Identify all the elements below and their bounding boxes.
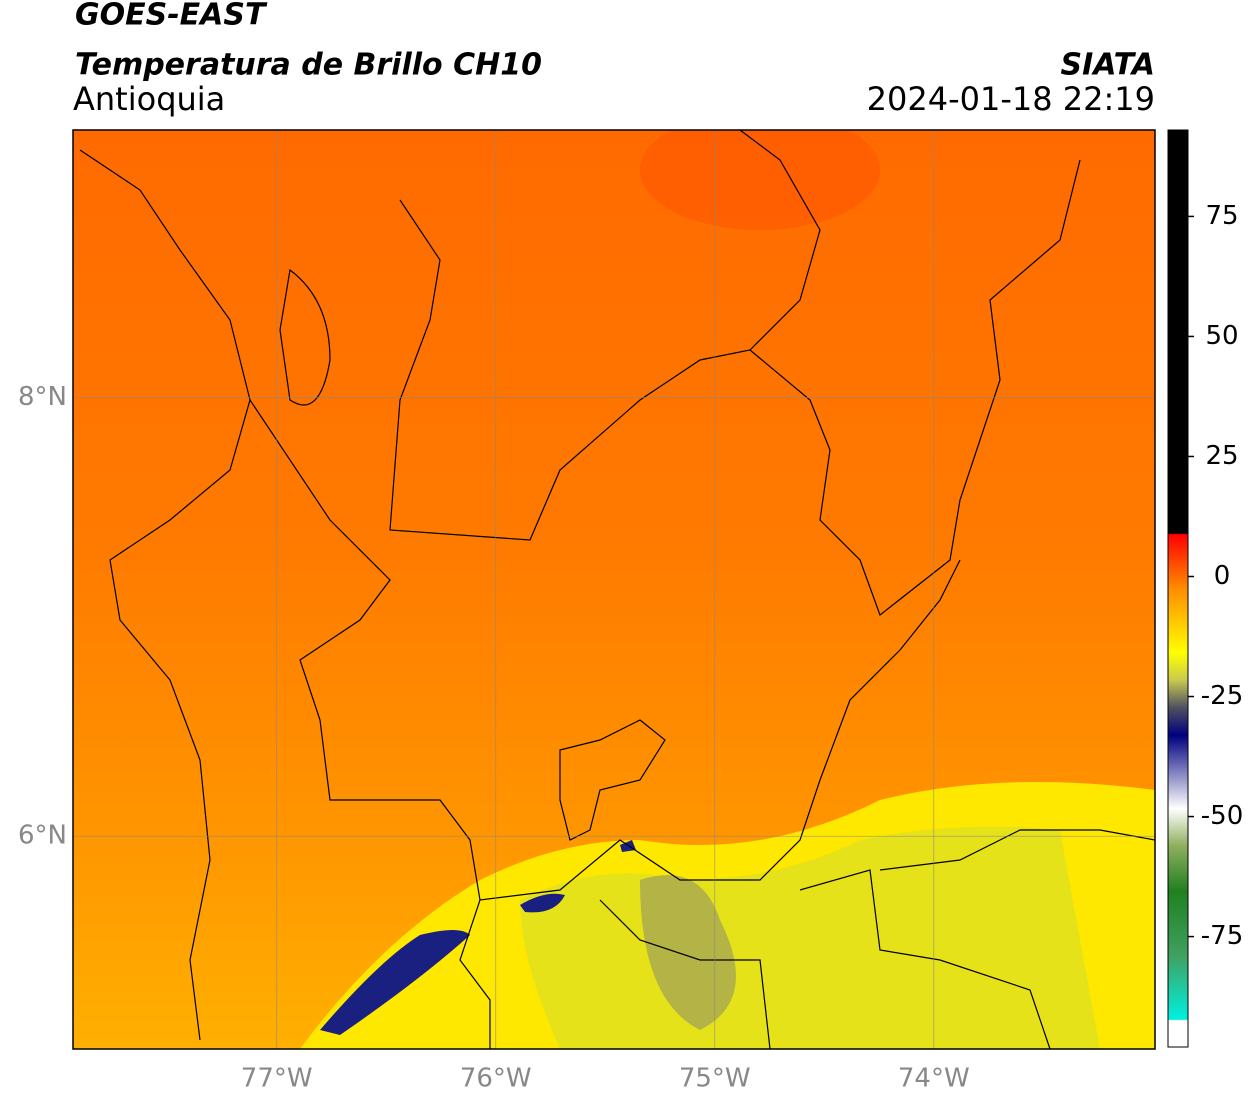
- y-tick-label: 6°N: [18, 821, 67, 851]
- datetime: 2024-01-18 22:19: [867, 80, 1155, 118]
- x-tick-label: 77°W: [241, 1064, 313, 1094]
- colorbar-tick-label: 0: [1214, 561, 1231, 591]
- colorbar-tick-label: -50: [1201, 801, 1243, 831]
- x-tick-label: 75°W: [679, 1064, 751, 1094]
- x-tick-label: 74°W: [898, 1064, 970, 1094]
- colorbar-tick-label: -25: [1201, 681, 1243, 711]
- y-tick-label: 8°N: [18, 382, 67, 412]
- colorbar-tick-label: 25: [1205, 441, 1238, 471]
- source: SIATA: [1061, 48, 1155, 83]
- map-frame: [72, 129, 1156, 1050]
- grid: [73, 130, 1155, 1049]
- colorbar-tick-label: 75: [1205, 201, 1238, 231]
- map-field: [73, 130, 1155, 1049]
- colorbar: [1167, 129, 1189, 1048]
- colorbar-tick-label: -75: [1201, 921, 1243, 951]
- region: Antioquia: [73, 80, 225, 118]
- x-tick-label: 76°W: [460, 1064, 532, 1094]
- title: GOES-EAST: [75, 0, 268, 33]
- subtitle: Temperatura de Brillo CH10: [75, 48, 542, 83]
- colorbar-tick-label: 50: [1205, 321, 1238, 351]
